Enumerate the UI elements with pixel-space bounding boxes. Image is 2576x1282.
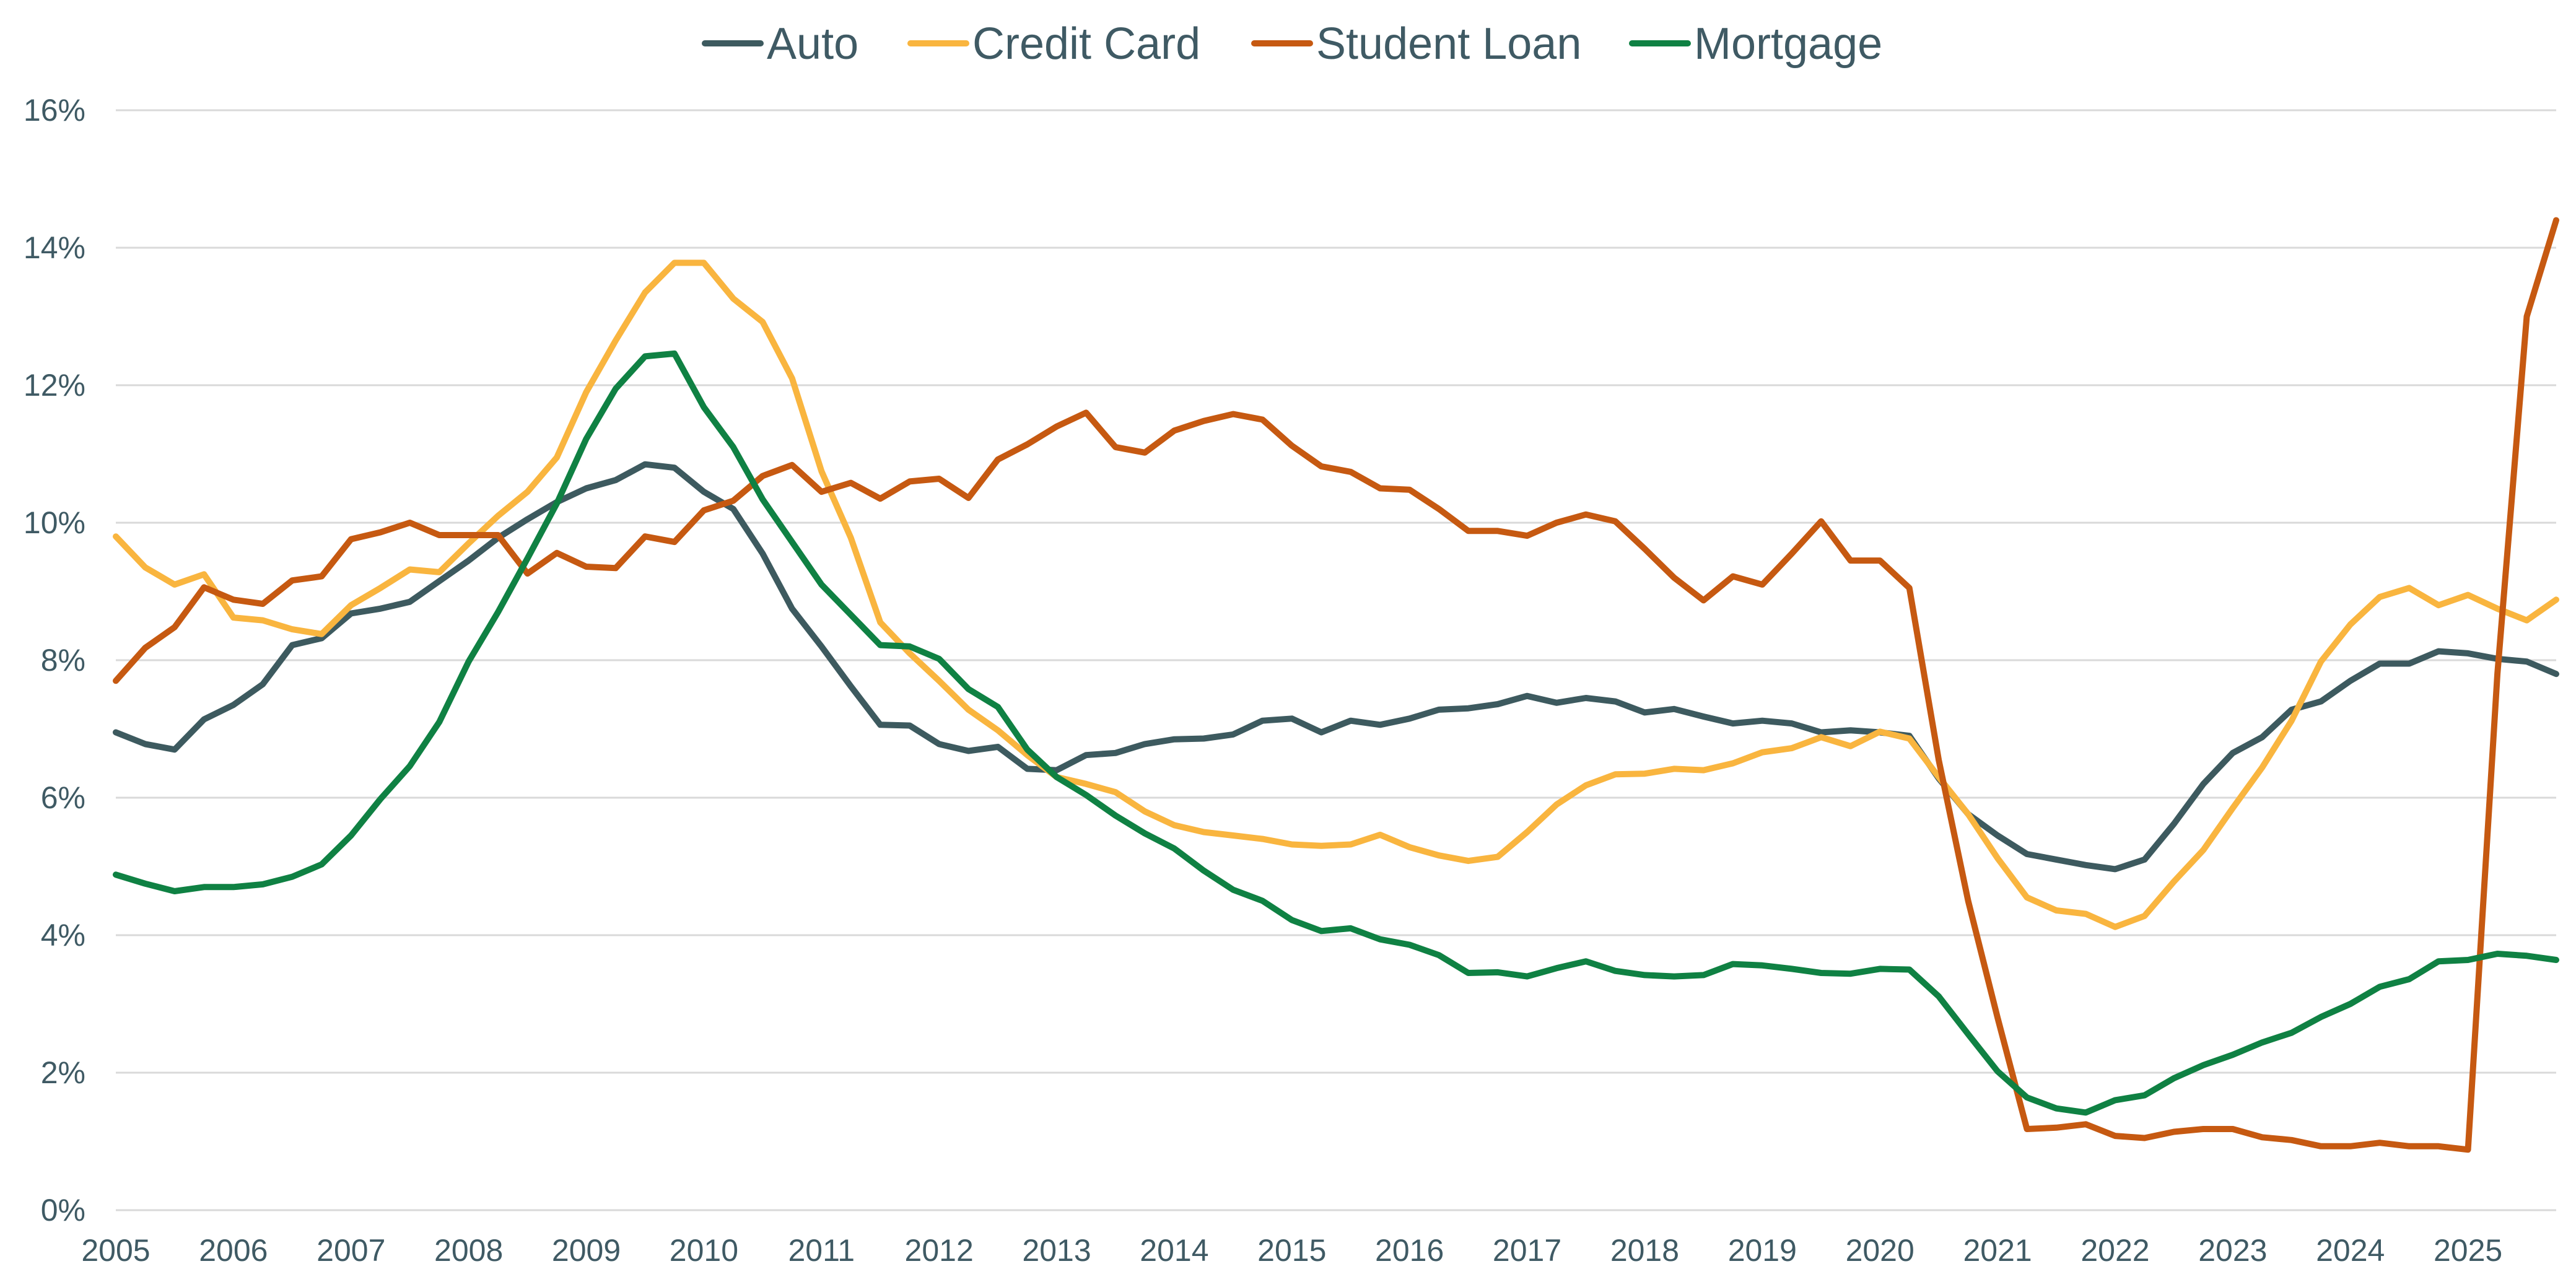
legend-label: Auto [767, 19, 858, 69]
y-tick-label: 8% [41, 643, 85, 678]
x-tick-label: 2025 [2434, 1233, 2502, 1268]
series-line-student-loan [113, 217, 2559, 1153]
y-tick-label: 4% [41, 918, 85, 953]
x-tick-label: 2023 [2198, 1233, 2267, 1268]
legend-item-student-loan: Student Loan [1251, 19, 1581, 69]
legend-label: Mortgage [1694, 19, 1882, 69]
legend-item-credit-card: Credit Card [907, 19, 1200, 69]
y-tick-label: 10% [24, 505, 85, 540]
series-line-auto [113, 461, 2559, 873]
series-line-credit-card [113, 259, 2559, 930]
x-tick-label: 2016 [1375, 1233, 1444, 1268]
x-tick-label: 2012 [905, 1233, 974, 1268]
x-tick-label: 2005 [81, 1233, 150, 1268]
x-axis-ticks: 2005 2006 2007 2008 2009 2010 2011 2012 2013 2014… [81, 1233, 2502, 1268]
y-tick-label: 2% [41, 1055, 85, 1090]
y-tick-label: 16% [24, 93, 85, 128]
x-tick-label: 2019 [1728, 1233, 1797, 1268]
x-tick-label: 2008 [434, 1233, 503, 1268]
legend-item-mortgage: Mortgage [1629, 19, 1882, 69]
legend-label: Credit Card [972, 19, 1200, 69]
x-tick-label: 2013 [1022, 1233, 1091, 1268]
series-line-mortgage [113, 350, 2559, 1116]
x-tick-label: 2015 [1257, 1233, 1326, 1268]
x-tick-label: 2018 [1610, 1233, 1679, 1268]
y-tick-label: 12% [24, 368, 85, 403]
x-tick-label: 2024 [2316, 1233, 2385, 1268]
x-tick-label: 2006 [199, 1233, 268, 1268]
legend-item-auto: Auto [702, 19, 858, 69]
x-tick-label: 2017 [1493, 1233, 1561, 1268]
x-tick-label: 2021 [1963, 1233, 2032, 1268]
legend-label: Student Loan [1316, 19, 1581, 69]
x-tick-label: 2007 [317, 1233, 385, 1268]
x-tick-label: 2011 [788, 1233, 855, 1268]
legend: Auto Credit Card Student Loan Mortgage [702, 19, 1882, 69]
series-lines [113, 217, 2559, 1153]
x-tick-label: 2020 [1846, 1233, 1915, 1268]
y-tick-label: 0% [41, 1193, 85, 1227]
gridlines [116, 109, 2556, 1211]
x-tick-label: 2010 [670, 1233, 738, 1268]
y-tick-label: 14% [24, 230, 85, 265]
x-tick-label: 2014 [1140, 1233, 1208, 1268]
x-tick-label: 2022 [2080, 1233, 2149, 1268]
y-axis-ticks: 0% 2% 4% 6% 8% 10% 12% 14% 16% [24, 93, 85, 1227]
y-tick-label: 6% [41, 780, 85, 815]
x-tick-label: 2009 [552, 1233, 621, 1268]
